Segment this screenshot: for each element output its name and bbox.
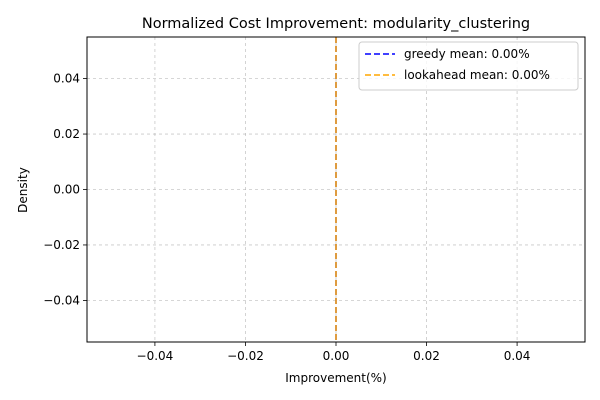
x-axis: −0.04 −0.02 0.00 0.02 0.04 bbox=[137, 342, 531, 363]
x-tick-label: 0.04 bbox=[504, 349, 531, 363]
y-tick-label: 0.04 bbox=[53, 72, 80, 86]
x-tick-label: 0.00 bbox=[323, 349, 350, 363]
x-tick-label: 0.02 bbox=[413, 349, 440, 363]
y-axis: 0.04 0.02 0.00 −0.02 −0.04 bbox=[43, 72, 87, 307]
y-tick-label: −0.04 bbox=[43, 293, 80, 307]
y-tick-label: −0.02 bbox=[43, 238, 80, 252]
x-tick-label: −0.02 bbox=[227, 349, 264, 363]
x-axis-label: Improvement(%) bbox=[285, 371, 387, 385]
legend-box bbox=[358, 41, 579, 91]
legend-label: lookahead mean: 0.00% bbox=[404, 68, 550, 82]
legend: greedy mean: 0.00% lookahead mean: 0.00% bbox=[358, 41, 579, 91]
y-axis-label: Density bbox=[16, 167, 30, 213]
y-tick-label: 0.00 bbox=[53, 183, 80, 197]
legend-label: greedy mean: 0.00% bbox=[404, 47, 530, 61]
y-tick-label: 0.02 bbox=[53, 127, 80, 141]
chart-title: Normalized Cost Improvement: modularity_… bbox=[142, 16, 530, 32]
x-tick-label: −0.04 bbox=[137, 349, 174, 363]
